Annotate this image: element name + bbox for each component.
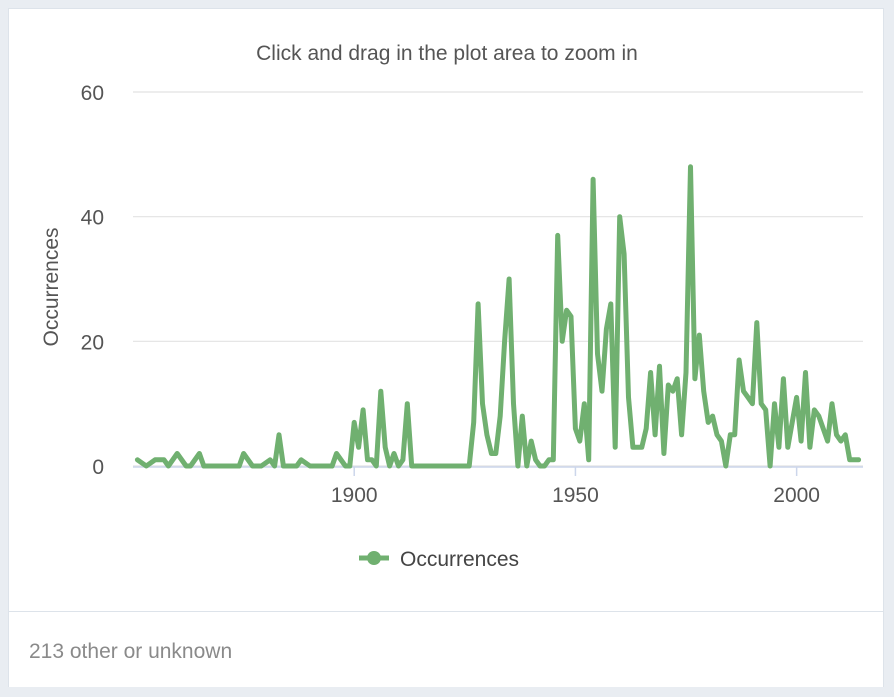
y-tick-label: 20 xyxy=(81,331,104,354)
x-tick-label: 1950 xyxy=(552,484,599,507)
chart-title: Click and drag in the plot area to zoom … xyxy=(256,42,638,65)
series-line-occurrences[interactable] xyxy=(134,164,862,469)
axes: 0 20 40 60 1900 1950 2000 xyxy=(81,82,863,507)
legend-marker-icon xyxy=(367,551,381,565)
y-tick-label: 0 xyxy=(92,456,104,479)
legend-label[interactable]: Occurrences xyxy=(400,548,519,571)
footer: 213 other or unknown xyxy=(9,611,883,687)
line-chart[interactable]: Click and drag in the plot area to zoom … xyxy=(9,9,885,611)
grid xyxy=(133,91,863,467)
x-tick-label: 2000 xyxy=(773,484,820,507)
legend[interactable]: Occurrences xyxy=(359,548,519,571)
chart-card: Click and drag in the plot area to zoom … xyxy=(8,8,884,687)
chart-area[interactable]: Click and drag in the plot area to zoom … xyxy=(9,9,885,611)
x-tick-label: 1900 xyxy=(331,484,378,507)
y-axis-title: Occurrences xyxy=(40,227,63,346)
y-tick-label: 40 xyxy=(81,207,104,230)
y-tick-label: 60 xyxy=(81,82,104,105)
footer-text: 213 other or unknown xyxy=(29,640,233,663)
series[interactable] xyxy=(134,164,862,469)
